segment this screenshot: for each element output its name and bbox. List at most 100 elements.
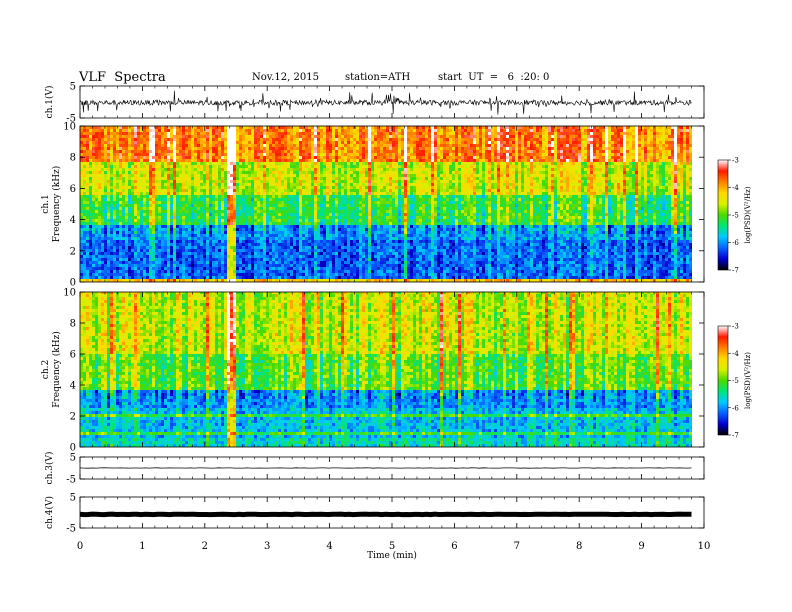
spectrogram-row [80, 357, 692, 360]
spectrogram-row [80, 231, 692, 234]
x-tick-label: 3 [264, 541, 270, 552]
ch1-channel-label: ch.1 [41, 194, 51, 213]
spectrogram-row [80, 195, 692, 198]
spectrogram-row [80, 411, 692, 414]
y-tick-label: 0 [70, 278, 76, 289]
colorbar-tick-label: -6 [732, 239, 739, 247]
ch4-waveform-line [79, 511, 692, 518]
spectrogram-row [80, 189, 692, 192]
y-tick-label: -5 [66, 524, 76, 535]
spectrogram-row [80, 315, 692, 318]
x-axis-title: Time (min) [367, 550, 417, 561]
colorbar-tick-label: -5 [732, 377, 739, 385]
spectrogram-row [80, 222, 692, 225]
spectrogram-row [80, 324, 692, 327]
spectrogram-row [80, 144, 692, 147]
figure-title: VLF Spectra [79, 70, 166, 85]
spectrogram-row [80, 213, 692, 216]
spectrogram-row [80, 273, 692, 276]
spectrogram-row [80, 150, 692, 153]
spectrogram-row [80, 225, 692, 228]
colorbar-tick-label: -3 [732, 157, 739, 165]
y-tick-label: 4 [70, 215, 76, 226]
spectrogram-row [80, 312, 692, 315]
spectrogram-row [80, 198, 692, 201]
colorbars: -3 -4 -5 -6 -7 log(PSD)(V²/Hz) -3 -4 -5 -6 -7 log(P… [717, 157, 752, 440]
spectrogram-row [80, 339, 692, 342]
y-tick-label: -5 [66, 475, 76, 486]
y-tick-label: 10 [63, 288, 76, 299]
x-tick-label: 8 [576, 541, 582, 552]
y-tick-label: 4 [70, 381, 76, 392]
spectrogram-row [80, 363, 692, 366]
spectrogram-row [80, 180, 692, 183]
ch1-waveform-ylabel: ch.1(V) [44, 86, 55, 119]
x-tick-label: 1 [139, 541, 145, 552]
y-tick-label: -5 [66, 114, 76, 125]
spectrogram-row [80, 351, 692, 354]
spectrogram-row [80, 264, 692, 267]
y-tick-label: 5 [70, 493, 76, 504]
ch2-spectrogram [80, 292, 692, 447]
colorbar [717, 159, 729, 271]
date-label: Nov.12, 2015 [252, 72, 319, 83]
spectrogram-row [80, 216, 692, 219]
spectrogram-row [80, 309, 692, 312]
spectrogram-row [80, 354, 692, 357]
colorbar-label: log(PSD)(V²/Hz) [744, 352, 752, 409]
spectrogram-row [80, 147, 692, 150]
spectrogram-row [80, 396, 692, 399]
spectrogram-row [80, 237, 692, 240]
spectrogram-row [80, 165, 692, 168]
spectrogram-row [80, 372, 692, 375]
y-tick-label: 5 [70, 82, 76, 93]
start-time-label: start UT = 6 :20: 0 [438, 72, 549, 83]
spectrogram-row [80, 342, 692, 345]
spectrogram-row [80, 228, 692, 231]
spectrogram-row [80, 408, 692, 411]
spectrogram-row [80, 336, 692, 339]
spectrogram-row [80, 129, 692, 132]
spectrogram-row [80, 384, 692, 387]
spectrogram-row [80, 234, 692, 237]
spectrogram-row [80, 276, 692, 279]
spectrogram-row [80, 207, 692, 210]
spectrogram-row [80, 426, 692, 429]
spectrogram-row [80, 414, 692, 417]
spectrogram-row [80, 243, 692, 246]
spectrogram-row [80, 261, 692, 264]
spectrogram-row [80, 417, 692, 420]
spectrogram-row [80, 429, 692, 432]
spectrogram-row [80, 132, 692, 135]
spectrogram-row [80, 141, 692, 144]
spectrogram-row [80, 399, 692, 402]
colorbar-tick-label: -6 [732, 404, 739, 412]
spectrogram-row [80, 294, 692, 297]
colorbar [717, 325, 729, 436]
spectrogram-row [80, 186, 692, 189]
spectrogram-row [80, 279, 692, 282]
colorbar-tick-label: -3 [732, 323, 739, 331]
ch1-spectrogram [80, 126, 692, 282]
spectrogram-row [80, 297, 692, 300]
spectrogram-row [80, 126, 692, 129]
spectrogram-row [80, 292, 692, 294]
spectrogram-row [80, 192, 692, 195]
spectrogram-row [80, 300, 692, 303]
ch3-waveform-ylabel: ch.3(V) [44, 452, 55, 485]
y-tick-label: 6 [70, 184, 76, 195]
spectrogram-row [80, 174, 692, 177]
spectrogram-row [80, 321, 692, 324]
spectrogram-row [80, 162, 692, 165]
spectrogram-row [80, 159, 692, 162]
spectrogram-row [80, 156, 692, 159]
spectrogram-row [80, 420, 692, 423]
colorbar-tick-label: -7 [732, 267, 739, 275]
spectrogram-row [80, 303, 692, 306]
ch1-frequency-ylabel: Frequency (kHz) [51, 166, 62, 243]
y-tick-label: 6 [70, 350, 76, 361]
station-label: station=ATH [345, 72, 410, 83]
spectrogram-row [80, 441, 692, 444]
spectrogram-row [80, 183, 692, 186]
colorbar-tick-label: -4 [732, 184, 739, 192]
